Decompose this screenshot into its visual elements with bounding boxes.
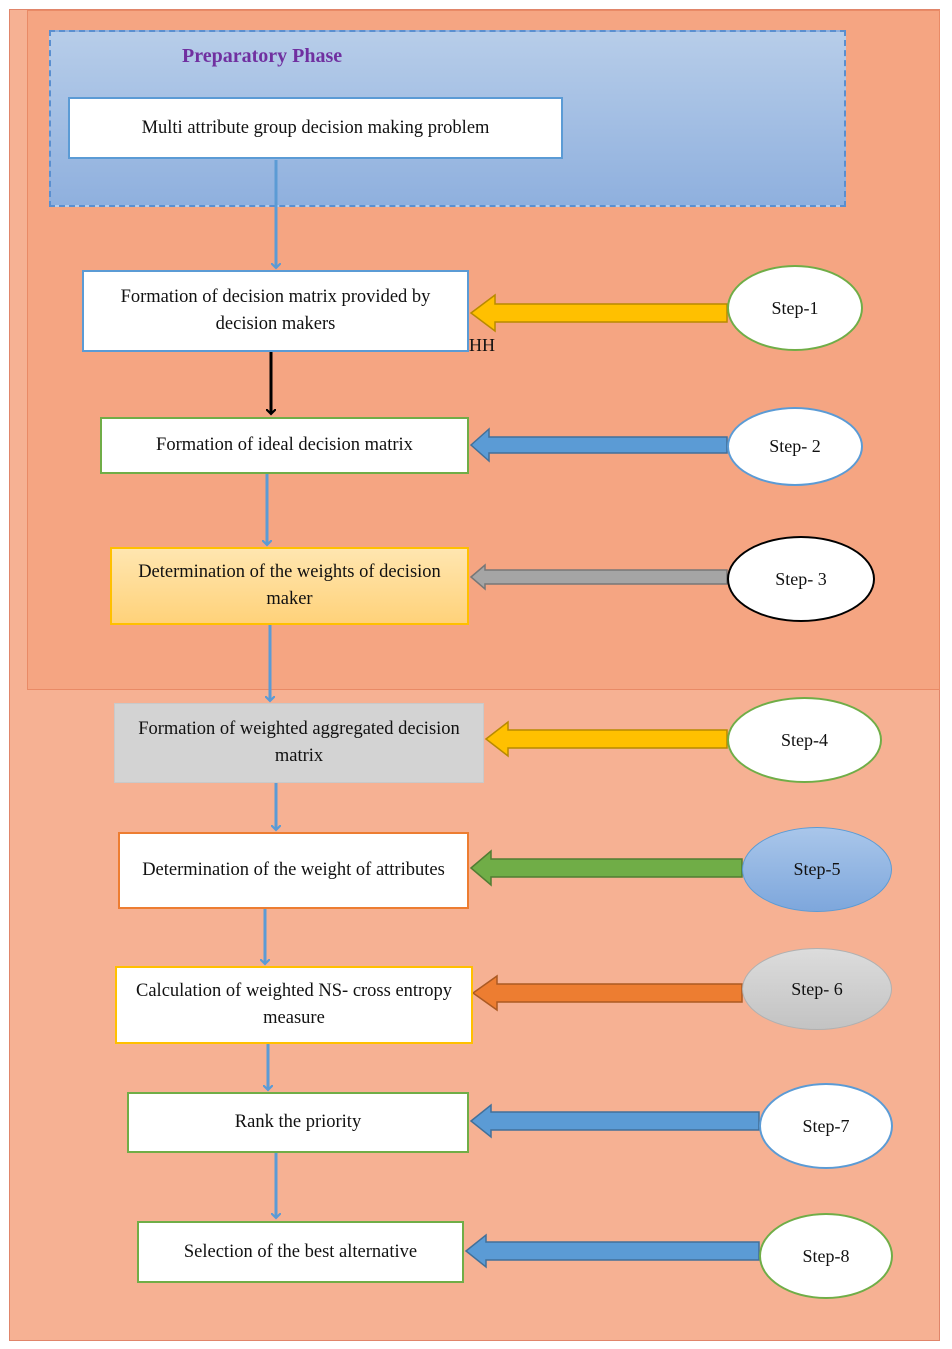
step4-oval: Step-4 bbox=[727, 697, 882, 783]
step7-side-arrow bbox=[469, 1103, 760, 1139]
step8-label: Step-8 bbox=[802, 1245, 850, 1266]
step7-oval: Step-7 bbox=[759, 1083, 893, 1169]
step8-oval: Step-8 bbox=[759, 1213, 893, 1299]
problem-text: Multi attribute group decision making pr… bbox=[141, 117, 490, 138]
step5-side-arrow bbox=[469, 849, 743, 887]
preparatory-phase-title: Preparatory Phase bbox=[182, 45, 343, 67]
step1-label: Step-1 bbox=[771, 297, 819, 318]
step5-oval: Step-5 bbox=[742, 827, 892, 912]
step1-side-arrow bbox=[469, 293, 728, 333]
step5-box: Determination of the weight of attribute… bbox=[118, 832, 469, 909]
step2-label: Step- 2 bbox=[769, 436, 821, 456]
step8-box: Selection of the best alternative bbox=[137, 1221, 464, 1283]
step1-box-text: Formation of decision matrix provided by… bbox=[120, 287, 431, 334]
step4-label: Step-4 bbox=[781, 729, 828, 750]
step3-oval: Step- 3 bbox=[727, 536, 875, 622]
step5-label: Step-5 bbox=[793, 859, 841, 879]
step2-oval: Step- 2 bbox=[727, 407, 863, 486]
step4-box-text: Formation of weighted aggregated decisio… bbox=[138, 719, 460, 766]
step7-label: Step-7 bbox=[802, 1115, 850, 1136]
step1-oval: Step-1 bbox=[727, 265, 863, 351]
step3-box-text: Determination of the weights of decision… bbox=[138, 562, 441, 609]
problem-box: Multi attribute group decision making pr… bbox=[68, 97, 563, 159]
step6-label: Step- 6 bbox=[791, 978, 843, 999]
step6-box: Calculation of weighted NS- cross entrop… bbox=[115, 966, 473, 1044]
step3-box: Determination of the weights of decision… bbox=[110, 547, 469, 625]
step4-box: Formation of weighted aggregated decisio… bbox=[114, 703, 484, 783]
step1-box: Formation of decision matrix provided by… bbox=[82, 270, 469, 352]
step7-box: Rank the priority bbox=[127, 1092, 469, 1153]
step3-side-arrow bbox=[469, 563, 728, 591]
step6-box-text: Calculation of weighted NS- cross entrop… bbox=[136, 981, 452, 1028]
stray-text: HH bbox=[469, 335, 495, 355]
step2-box: Formation of ideal decision matrix bbox=[100, 417, 469, 474]
step2-side-arrow bbox=[469, 427, 728, 463]
step7-box-text: Rank the priority bbox=[234, 1112, 362, 1133]
step6-oval: Step- 6 bbox=[742, 948, 892, 1030]
step4-side-arrow bbox=[484, 720, 728, 758]
step2-box-text: Formation of ideal decision matrix bbox=[156, 435, 413, 456]
step8-side-arrow bbox=[464, 1233, 760, 1269]
step8-box-text: Selection of the best alternative bbox=[183, 1241, 418, 1262]
step5-box-text: Determination of the weight of attribute… bbox=[142, 860, 445, 881]
step6-side-arrow bbox=[471, 974, 743, 1012]
step3-label: Step- 3 bbox=[775, 568, 827, 589]
